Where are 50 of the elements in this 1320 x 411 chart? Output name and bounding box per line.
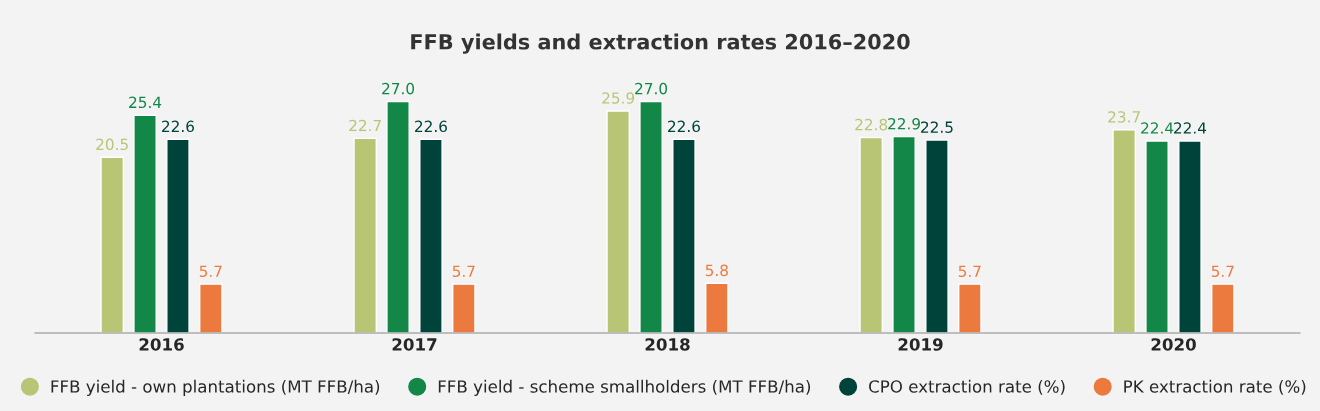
bar: [705, 282, 729, 333]
x-tick-label: 2017: [392, 338, 437, 351]
bar: [100, 156, 124, 333]
data-label: 27.0: [635, 82, 668, 95]
legend-label: FFB yield - own plantations (MT FFB/ha): [51, 379, 380, 396]
bar: [199, 283, 223, 333]
data-label: 5.7: [452, 265, 475, 277]
bar: [925, 139, 949, 333]
bar: [958, 283, 982, 333]
bar: [452, 283, 476, 333]
data-label: 25.4: [129, 96, 162, 109]
bar: [1112, 129, 1136, 333]
bar: [419, 138, 443, 333]
data-label: 5.7: [199, 265, 222, 277]
data-label: 25.9: [602, 92, 635, 104]
bar: [639, 100, 663, 333]
x-tick-label: 2018: [645, 338, 690, 351]
bar: [166, 138, 190, 333]
legend-label: PK extraction rate (%): [1124, 379, 1306, 395]
bar: [133, 114, 157, 333]
data-label: 5.8: [705, 264, 728, 277]
bar: [892, 135, 916, 333]
bar: [1145, 140, 1169, 333]
data-label: 22.5: [921, 121, 953, 133]
data-label: 22.6: [415, 120, 447, 133]
bar: [1211, 283, 1235, 333]
data-label: 22.4: [1141, 122, 1174, 134]
data-label: 23.7: [1108, 111, 1140, 123]
bar: [386, 100, 410, 333]
data-label: 22.7: [349, 119, 381, 132]
x-tick-label: 2016: [139, 338, 184, 351]
data-label: 20.5: [96, 138, 128, 151]
data-label: 22.9: [888, 117, 920, 130]
legend-label: FFB yield - scheme smallholders (MT FFB/ha): [438, 379, 811, 396]
data-label: 22.4: [1174, 122, 1207, 134]
data-label: 5.7: [1211, 265, 1234, 277]
bar: [353, 137, 377, 333]
data-label: 22.6: [668, 120, 700, 133]
x-tick-label: 2020: [1151, 338, 1196, 351]
data-label: 22.6: [162, 120, 194, 133]
x-tick-label: 2019: [898, 338, 943, 351]
legend-label: CPO extraction rate (%): [869, 379, 1065, 395]
data-label: 22.8: [855, 118, 888, 131]
bar: [1178, 140, 1202, 333]
bar: [859, 136, 883, 333]
chart-title: FFB yields and extraction rates 2016–2020: [411, 33, 910, 54]
data-label: 27.0: [382, 82, 415, 95]
data-label: 5.7: [958, 265, 981, 277]
bar: [672, 138, 696, 333]
bar: [606, 110, 630, 333]
